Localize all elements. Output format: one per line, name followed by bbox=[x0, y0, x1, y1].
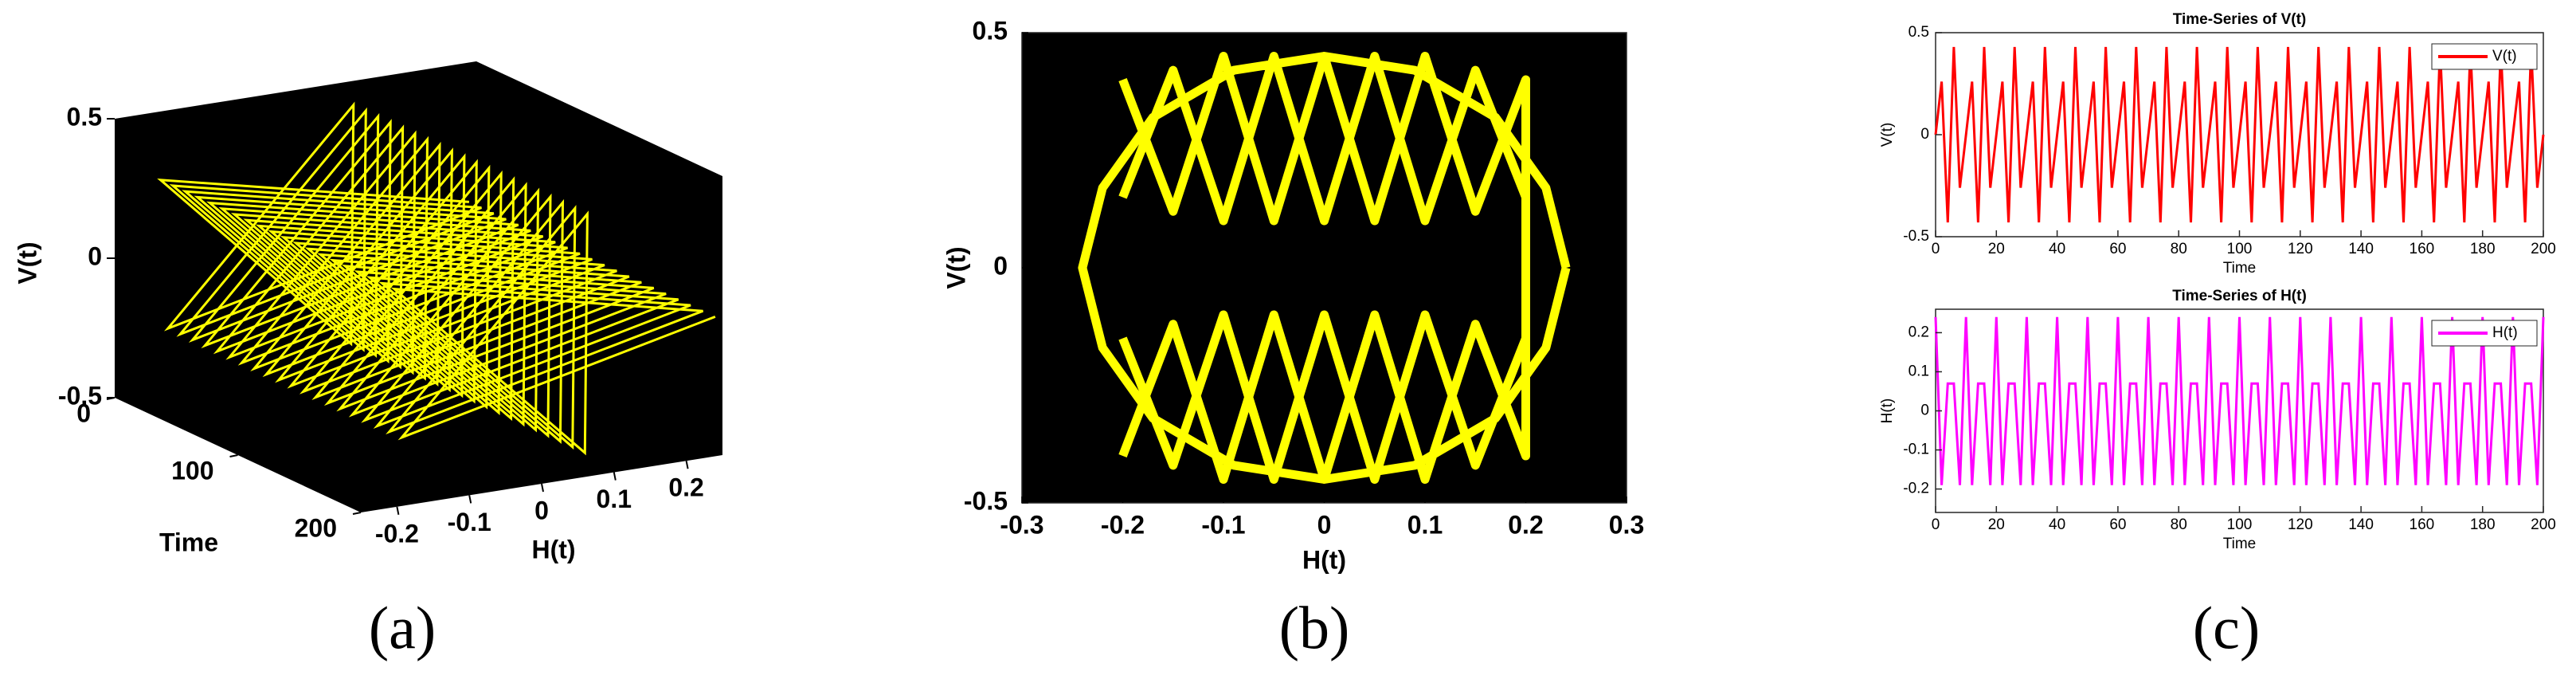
x-tick-label: 140 bbox=[2348, 241, 2374, 257]
y-tick-label: 0.2 bbox=[668, 473, 703, 502]
trajectory bbox=[157, 101, 716, 456]
y-tick-label: 0.2 bbox=[1909, 324, 1929, 340]
x-tick-label: 100 bbox=[2227, 516, 2253, 533]
y-axis-label: H(t) bbox=[531, 535, 575, 563]
x-tick-label: 0.1 bbox=[1407, 510, 1443, 539]
y-tick-label: 0.1 bbox=[597, 485, 632, 513]
y-tick bbox=[396, 506, 400, 515]
y-tick bbox=[613, 472, 617, 481]
x-tick-label: 160 bbox=[2410, 241, 2435, 257]
x-tick-label: 0.2 bbox=[1508, 510, 1543, 539]
x-tick-label: 100 bbox=[2227, 241, 2253, 257]
y-tick-label: -0.5 bbox=[1903, 228, 1929, 245]
x-axis-label: H(t) bbox=[1302, 545, 1346, 574]
y-axis-label: V(t) bbox=[1879, 123, 1896, 147]
y-tick-label: 0 bbox=[993, 251, 1008, 280]
x-tick bbox=[352, 512, 362, 515]
y-tick-label: -0.2 bbox=[375, 519, 419, 548]
x-tick-label: -0.1 bbox=[1201, 510, 1245, 539]
legend-label: V(t) bbox=[2492, 48, 2517, 65]
x-tick-label: 200 bbox=[2531, 516, 2556, 533]
y-tick-label: -0.1 bbox=[1903, 442, 1929, 458]
series-line bbox=[1934, 46, 2545, 223]
y-axis-label: H(t) bbox=[1879, 398, 1896, 424]
x-tick-label: 40 bbox=[2049, 241, 2065, 257]
x-tick-label: 80 bbox=[2171, 241, 2187, 257]
x-tick-label: 20 bbox=[1988, 516, 2005, 533]
x-tick-label: 0 bbox=[1317, 510, 1332, 539]
x-tick-label: 60 bbox=[2109, 241, 2126, 257]
y-tick-label: -0.1 bbox=[448, 508, 491, 536]
x-tick-label: 180 bbox=[2470, 516, 2496, 533]
x-tick-label: -0.3 bbox=[1000, 510, 1043, 539]
y-tick bbox=[468, 495, 472, 504]
phase-curve bbox=[1078, 52, 1571, 484]
x-tick-label: -0.2 bbox=[1101, 510, 1145, 539]
chart-title: Time-Series of H(t) bbox=[2172, 288, 2307, 304]
x-axis-label: Time bbox=[159, 528, 218, 556]
x-tick-label: 80 bbox=[2171, 516, 2187, 533]
z-tick-label: 0 bbox=[88, 241, 102, 270]
x-tick-label: 120 bbox=[2288, 516, 2313, 533]
x-tick-label: 20 bbox=[1988, 241, 2005, 257]
x-tick-label: 60 bbox=[2109, 516, 2126, 533]
y-tick-label: 0 bbox=[534, 496, 549, 524]
x-tick-label: 100 bbox=[171, 456, 213, 485]
x-tick-label: 160 bbox=[2410, 516, 2435, 533]
panel-caption: (b) bbox=[1279, 595, 1350, 661]
y-tick-label: 0.5 bbox=[1909, 24, 1929, 41]
x-tick-label: 120 bbox=[2288, 241, 2313, 257]
x-tick-label: 200 bbox=[2531, 241, 2556, 257]
x-tick-label: 0 bbox=[1932, 241, 1940, 257]
y-tick-label: 0.5 bbox=[973, 16, 1008, 45]
x-tick-label: 0 bbox=[76, 398, 91, 427]
y-tick bbox=[685, 461, 689, 469]
x-tick-label: 0 bbox=[1932, 516, 1940, 533]
plot-background bbox=[1021, 32, 1627, 504]
x-tick-label: 140 bbox=[2348, 516, 2374, 533]
y-tick-label: -0.5 bbox=[964, 486, 1008, 515]
z-tick-label: 0.5 bbox=[67, 102, 102, 131]
x-tick-label: 180 bbox=[2470, 241, 2496, 257]
y-axis-label: V(t) bbox=[942, 246, 970, 289]
y-tick-label: 0.1 bbox=[1909, 363, 1929, 379]
y-tick-label: 0 bbox=[1920, 402, 1929, 419]
panel-caption: (a) bbox=[369, 595, 436, 661]
x-tick-label: 40 bbox=[2049, 516, 2065, 533]
series-line bbox=[1934, 316, 2545, 485]
chart-title: Time-Series of V(t) bbox=[2173, 11, 2307, 28]
x-tick-label: 0.3 bbox=[1609, 510, 1644, 539]
x-tick-label: 200 bbox=[295, 513, 337, 542]
x-tick bbox=[229, 454, 238, 457]
y-tick-label: -0.2 bbox=[1903, 481, 1929, 497]
panel-caption: (c) bbox=[2193, 595, 2260, 661]
legend-label: H(t) bbox=[2492, 324, 2518, 341]
y-tick-label: 0 bbox=[1920, 126, 1929, 143]
x-axis-label: Time bbox=[2223, 260, 2257, 277]
z-axis-label: V(t) bbox=[13, 241, 41, 284]
x-axis-label: Time bbox=[2223, 536, 2257, 552]
y-tick bbox=[541, 483, 544, 493]
z-tick-label: -0.5 bbox=[58, 381, 102, 410]
